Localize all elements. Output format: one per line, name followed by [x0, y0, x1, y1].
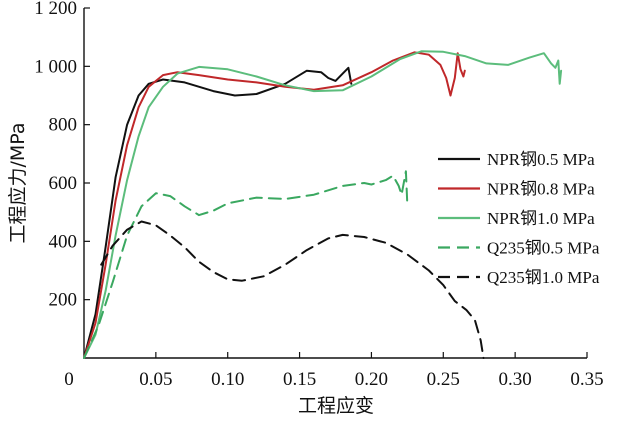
x-tick-label: 0.10 — [211, 369, 244, 390]
series-line — [83, 50, 563, 359]
x-axis-title: 工程应变 — [298, 395, 374, 417]
x-tick-label: 0.05 — [139, 369, 172, 390]
legend-label: NPR钢0.5 MPa — [487, 150, 595, 169]
legend: NPR钢0.5 MPa NPR钢0.8 MPa NPR钢1.0 MPa Q235钢0.… — [438, 150, 600, 287]
legend-label: Q235钢1.0 MPa — [487, 268, 600, 287]
legend-label: Q235钢0.5 MPa — [487, 239, 600, 258]
x-tick-label: 0.20 — [355, 369, 388, 390]
legend-label: NPR钢0.8 MPa — [487, 180, 595, 199]
x-tick-label: 0.35 — [570, 369, 603, 390]
y-tick-label: 600 — [49, 173, 78, 194]
axis-ticks: 0 0.05 0.10 0.15 0.20 0.25 0.30 0.35 200 400 600 80… — [34, 0, 603, 390]
x-tick-label: 0.15 — [283, 369, 316, 390]
x-tick-label: 0.30 — [499, 369, 532, 390]
y-tick-label: 200 — [49, 290, 78, 311]
series-lines — [83, 50, 563, 359]
x-tick-label: 0.25 — [427, 369, 460, 390]
series-line — [83, 66, 353, 359]
y-tick-label: 1 200 — [34, 0, 77, 19]
x-tick-label: 0 — [64, 369, 74, 390]
series-line — [83, 51, 466, 359]
legend-label: NPR钢1.0 MPa — [487, 209, 595, 228]
y-tick-label: 1 000 — [34, 56, 77, 77]
series-line — [100, 220, 485, 359]
y-axis-title: 工程应力/MPa — [7, 122, 29, 243]
y-tick-label: 400 — [49, 231, 78, 252]
y-tick-label: 800 — [49, 115, 78, 136]
series-line — [83, 170, 409, 359]
